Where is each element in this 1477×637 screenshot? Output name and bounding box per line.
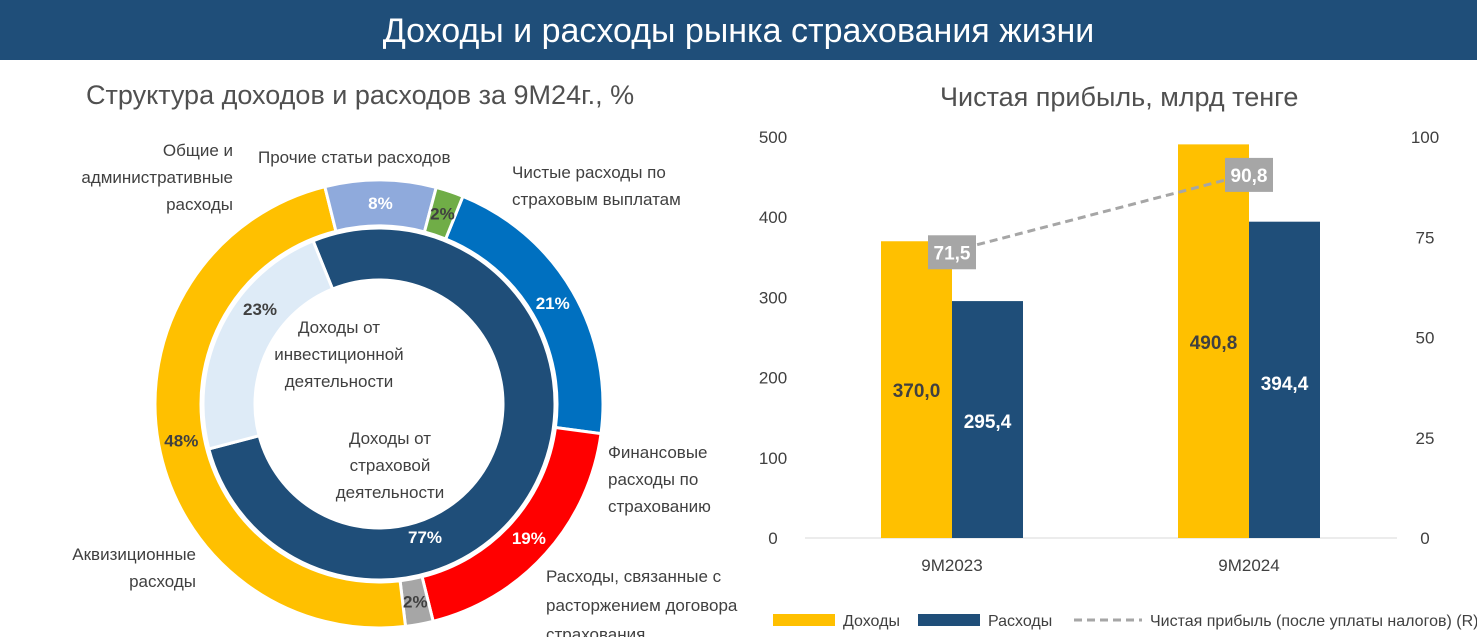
inner-category-label: инвестиционной (274, 345, 403, 364)
header-bar (0, 0, 1477, 60)
bar-value-label: 295,4 (964, 412, 1012, 433)
outer-slice-value-label: 19% (512, 529, 546, 548)
inner-ring-slice-1 (201, 238, 335, 451)
net-profit-label-box (928, 235, 976, 270)
legend-swatch (918, 614, 980, 626)
donut-chart: 21% 19% 2% 48% 8% 2% 77% 23% Доходы от инвестицио… (72, 141, 738, 637)
inner-category-label: Доходы от (298, 318, 380, 337)
bar-value-label: 394,4 (1261, 374, 1309, 395)
y2-axis-tick-label: 50 (1416, 329, 1435, 348)
outer-ring-slice-3 (153, 184, 408, 630)
outer-category-label: страхования (546, 625, 645, 637)
inner-ring-slice-0 (207, 226, 557, 582)
outer-slice-value-label: 8% (368, 194, 393, 213)
bar-expenses (952, 301, 1023, 538)
outer-category-label: расходы (166, 195, 233, 214)
outer-slice-value-label: 48% (164, 431, 198, 450)
x-axis-tick-label: 9M2023 (921, 556, 982, 575)
y2-axis-tick-label: 25 (1416, 429, 1435, 448)
y2-axis-tick-label: 75 (1416, 228, 1435, 247)
outer-category-label: административные (81, 168, 233, 187)
net-profit-value-label: 90,8 (1231, 166, 1268, 187)
y2-axis-tick-label: 100 (1411, 128, 1439, 147)
net-profit-label-box (1225, 157, 1273, 192)
y-axis-tick-label: 400 (759, 208, 787, 227)
bar-income (1178, 144, 1249, 538)
y-axis-tick-label: 500 (759, 128, 787, 147)
inner-slice-value-label: 77% (408, 528, 442, 547)
outer-category-label: страхованию (608, 497, 711, 516)
outer-category-label: Аквизиционные (72, 545, 196, 564)
inner-slice-value-label: 23% (243, 300, 277, 319)
outer-category-label: страховым выплатам (512, 190, 681, 209)
net-profit-value-label: 71,5 (934, 243, 971, 264)
bar-chart-title: Чистая прибыль, млрд тенге (940, 82, 1299, 112)
inner-category-label: Доходы от (349, 429, 431, 448)
y-axis-tick-label: 200 (759, 369, 787, 388)
bar-value-label: 370,0 (893, 381, 941, 402)
outer-category-label: Чистые расходы по (512, 163, 666, 182)
outer-slice-value-label: 2% (430, 204, 455, 223)
bar-value-label: 490,8 (1190, 333, 1238, 354)
y-axis-tick-label: 300 (759, 288, 787, 307)
legend-swatch (773, 614, 835, 626)
outer-category-label: расходы (129, 572, 196, 591)
inner-category-label: страховой (350, 456, 431, 475)
page-title: Доходы и расходы рынка страхования жизни (382, 12, 1095, 50)
bar-income (881, 241, 952, 538)
x-axis-tick-label: 9M2024 (1218, 556, 1279, 575)
outer-category-label: Расходы, связанные с (546, 567, 722, 586)
outer-ring-slice-5 (422, 185, 465, 241)
outer-category-label: Прочие статьи расходов (258, 148, 451, 167)
outer-category-label: Общие и (163, 141, 233, 160)
legend-label: Расходы (988, 613, 1052, 630)
outer-category-label: расторжением договора (546, 596, 738, 615)
donut-chart-title: Структура доходов и расходов за 9М24г., … (86, 80, 635, 110)
inner-category-label: деятельности (285, 372, 393, 391)
legend-label: Чистая прибыль (после уплаты налогов) (R… (1150, 613, 1477, 630)
bar-expenses (1249, 221, 1320, 538)
legend-label: Доходы (843, 613, 900, 630)
y-axis-tick-label: 0 (768, 529, 777, 548)
outer-slice-value-label: 2% (403, 593, 428, 612)
outer-category-label: Финансовые (608, 443, 708, 462)
outer-category-label: расходы по (608, 470, 698, 489)
outer-slice-value-label: 21% (536, 294, 570, 313)
inner-category-label: деятельности (336, 483, 444, 502)
y-axis-tick-label: 100 (759, 449, 787, 468)
y2-axis-tick-label: 0 (1420, 529, 1429, 548)
